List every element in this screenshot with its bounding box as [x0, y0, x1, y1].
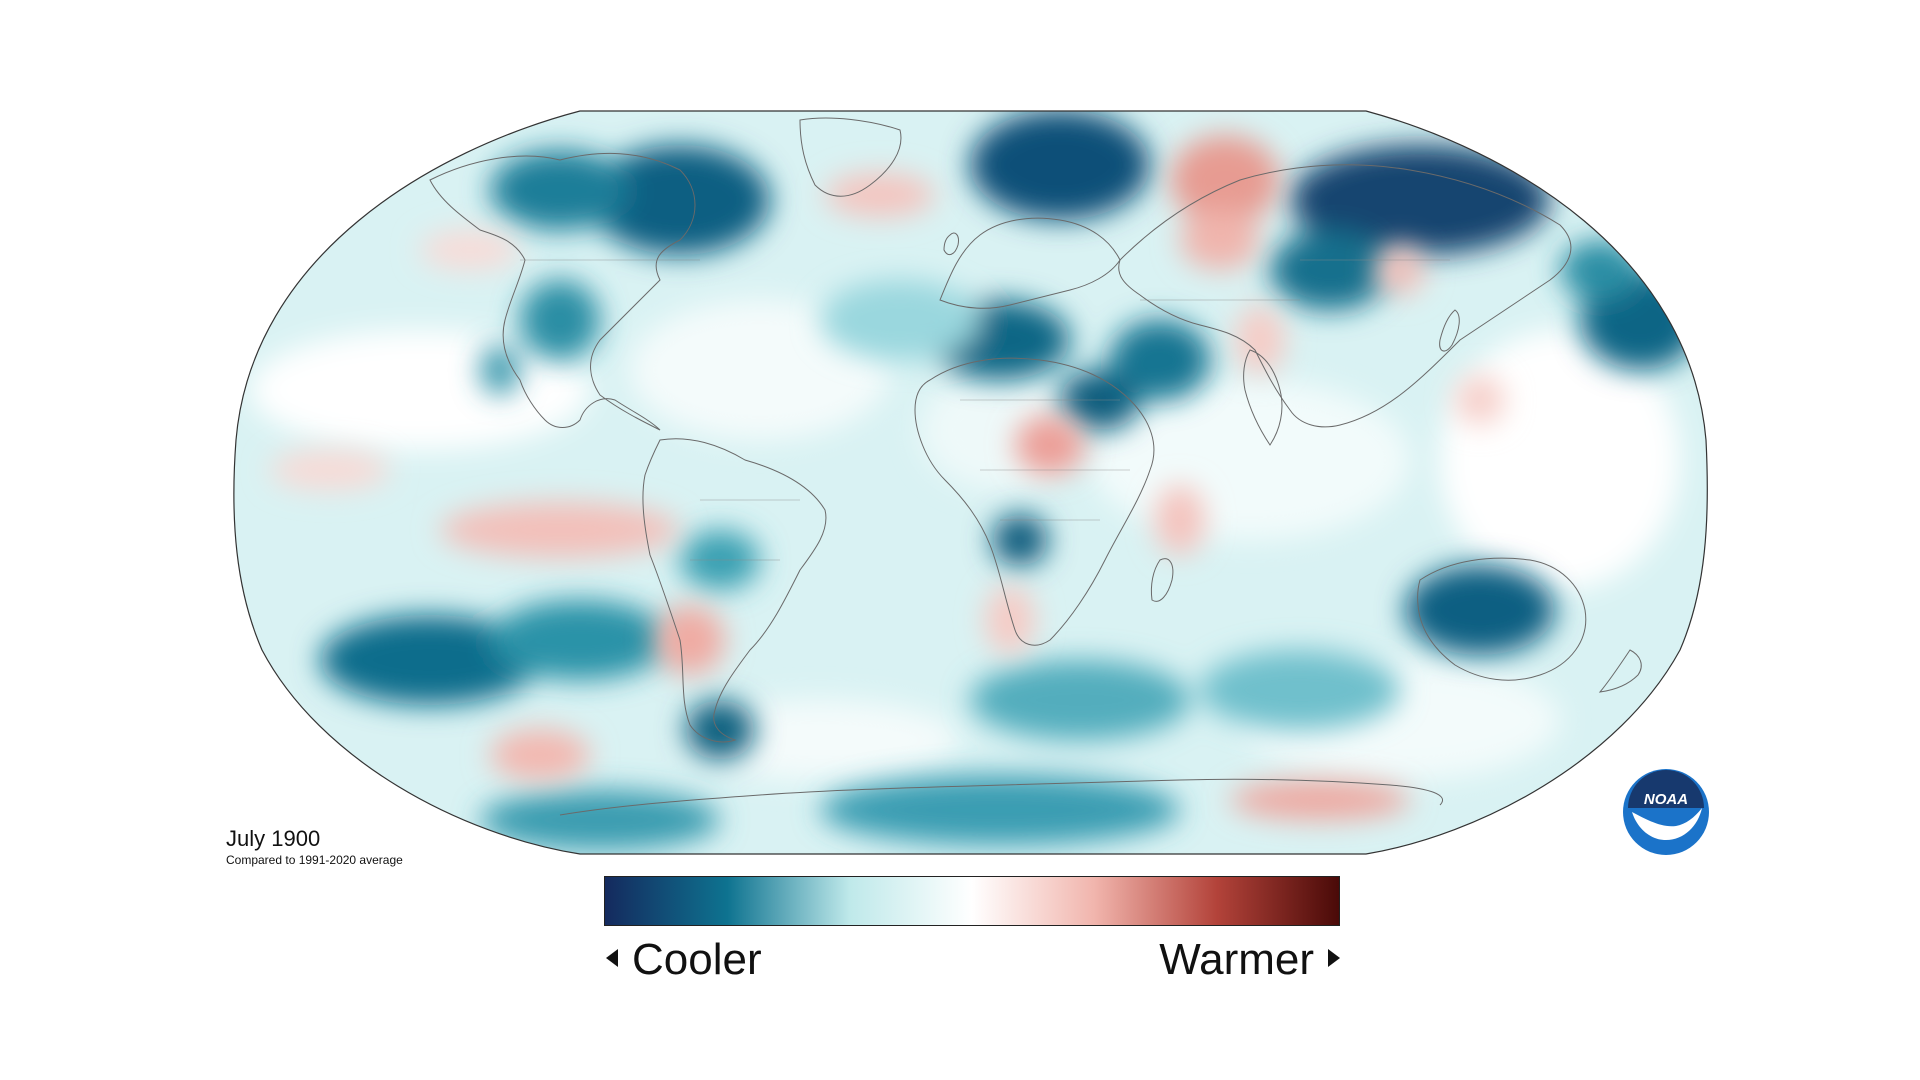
new-zealand-outline [1598, 649, 1642, 693]
logo-text: NOAA [1644, 791, 1688, 808]
coastlines [429, 117, 1642, 816]
south-america-outline [642, 438, 827, 743]
logo-top-half [1628, 770, 1704, 808]
warmer-label: Warmer [1159, 935, 1314, 984]
comparison-label: Compared to 1991-2020 average [226, 853, 403, 867]
cooler-legend: Cooler [606, 934, 762, 986]
europe-outline [939, 217, 1121, 309]
anomaly-field [233, 111, 1708, 854]
cooler-label: Cooler [632, 935, 762, 984]
antarctica-outline [559, 778, 1443, 816]
australia-outline [1417, 557, 1587, 681]
uk-outline [943, 232, 959, 256]
north-america-outline [429, 152, 696, 431]
africa-outline [914, 357, 1155, 646]
right-arrow-icon [1328, 949, 1340, 968]
country-borders [520, 259, 1450, 561]
warm-anomalies [270, 135, 1505, 820]
asia-outline [1118, 164, 1572, 428]
noaa-logo-icon: NOAA [1623, 769, 1709, 855]
cool-anomalies [320, 111, 1700, 850]
japan-outline [1439, 309, 1460, 352]
india-outline [1243, 349, 1283, 446]
warmer-legend: Warmer [1159, 934, 1340, 986]
date-label: July 1900 [226, 826, 321, 851]
left-arrow-icon [606, 949, 618, 968]
logo-bird-shape [1632, 808, 1702, 840]
madagascar-outline [1150, 558, 1174, 602]
color-scale-bar [604, 876, 1340, 926]
greenland-outline [799, 117, 902, 197]
